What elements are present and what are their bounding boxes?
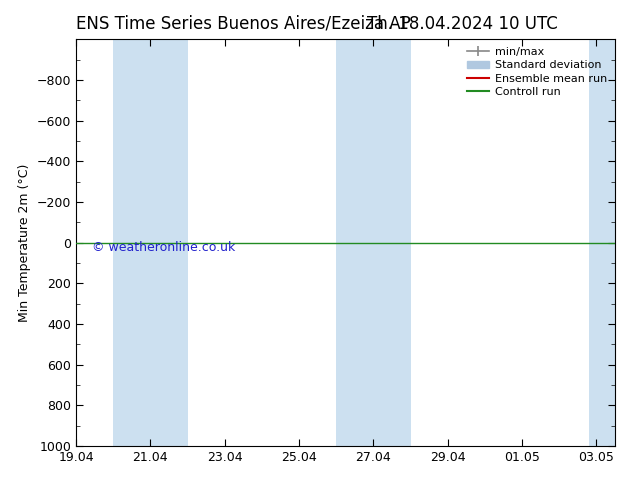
Text: Th. 18.04.2024 10 UTC: Th. 18.04.2024 10 UTC bbox=[367, 15, 558, 33]
Bar bbox=[589, 39, 615, 446]
Text: ENS Time Series Buenos Aires/Ezeiza AP: ENS Time Series Buenos Aires/Ezeiza AP bbox=[76, 15, 411, 33]
Y-axis label: Min Temperature 2m (°C): Min Temperature 2m (°C) bbox=[18, 163, 31, 322]
Bar bbox=[113, 39, 188, 446]
Legend: min/max, Standard deviation, Ensemble mean run, Controll run: min/max, Standard deviation, Ensemble me… bbox=[463, 43, 612, 101]
Bar bbox=[336, 39, 411, 446]
Text: © weatheronline.co.uk: © weatheronline.co.uk bbox=[93, 241, 235, 253]
